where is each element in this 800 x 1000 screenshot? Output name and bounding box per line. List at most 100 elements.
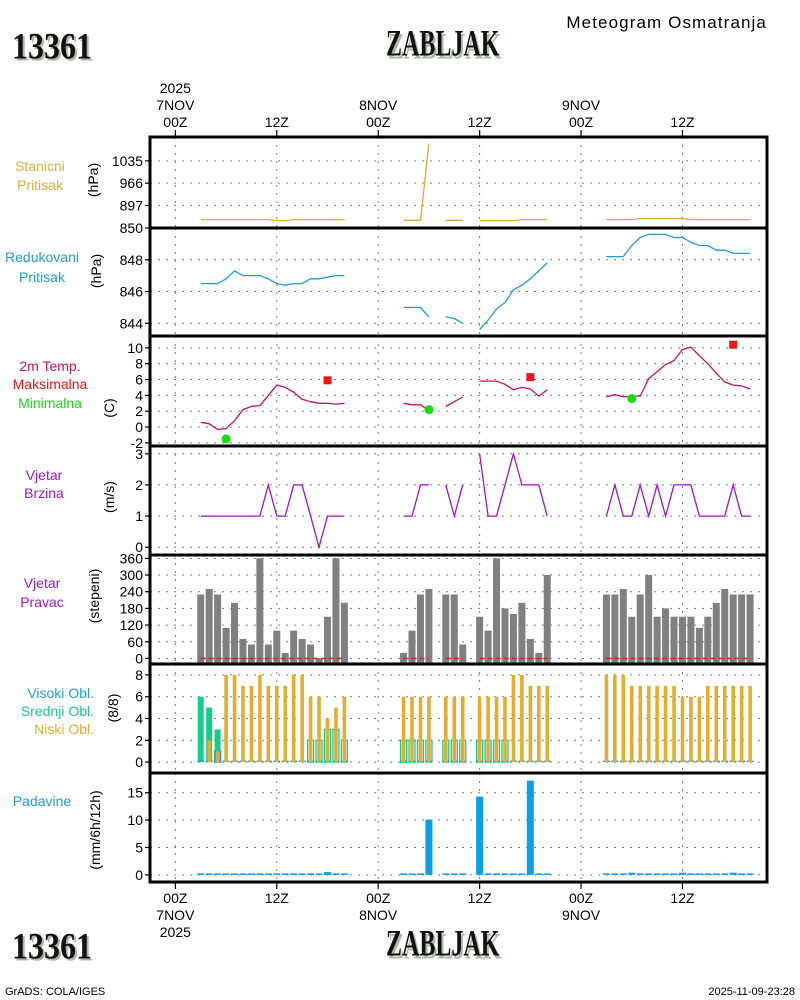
wind-dir-bar xyxy=(619,588,627,664)
wind-dir-bar xyxy=(315,658,323,664)
cloud-low-bar xyxy=(274,685,279,763)
cloud-low-bar xyxy=(308,696,313,763)
panel-station-pressure xyxy=(200,143,751,222)
wind-dir-bar xyxy=(493,558,501,664)
wind-speed-line xyxy=(478,451,548,517)
x-tick-label-top: 12Z xyxy=(670,114,695,130)
y-tick-label: 2 xyxy=(135,403,143,419)
x-tick-label-bottom: 12Z xyxy=(670,890,695,906)
panel-label: 2m Temp. xyxy=(19,358,80,374)
cloud-low-bar xyxy=(520,674,524,763)
x-tick-label-top: 2025 xyxy=(160,80,191,96)
wind-dir-bar xyxy=(543,575,551,664)
reduced-pressure-line xyxy=(606,233,751,258)
precip-bar xyxy=(501,873,509,875)
panel-wind-direction xyxy=(197,558,754,664)
cloud-high-bar xyxy=(197,760,205,763)
x-tick-label-top: 12Z xyxy=(265,114,290,130)
reduced-pressure-line xyxy=(403,306,430,318)
cloud-low-bar xyxy=(663,685,668,763)
wind-dir-bar xyxy=(636,594,644,664)
y-tick-label: 1035 xyxy=(112,153,143,169)
precip-bar xyxy=(476,796,484,875)
cloud-low-bar xyxy=(342,696,347,763)
panel-label: Stanicni xyxy=(15,158,65,174)
precip-bar xyxy=(484,873,492,875)
panel-temperature xyxy=(200,340,751,444)
precip-bar xyxy=(662,873,670,875)
y-tick-label: 0 xyxy=(135,650,143,666)
y-tick-label: -2 xyxy=(131,435,144,451)
cloud-low-bar xyxy=(334,707,338,763)
precip-bar xyxy=(315,873,323,875)
station-pressure-line xyxy=(403,143,430,221)
temperature-line xyxy=(403,402,430,411)
cloud-low-bar xyxy=(401,696,406,763)
precip-bar xyxy=(695,873,703,875)
precip-bar xyxy=(678,872,686,875)
panel-label: Brzina xyxy=(24,485,64,501)
precip-bar xyxy=(746,873,754,875)
wind-dir-bar xyxy=(602,594,610,664)
y-tick-label: 15 xyxy=(127,785,143,801)
wind-dir-bar xyxy=(340,602,348,664)
precip-bar xyxy=(256,873,264,875)
wind-dir-bar xyxy=(247,644,255,664)
wind-dir-bar xyxy=(518,602,526,664)
cloud-low-bar xyxy=(748,685,752,763)
cloud-low-bar xyxy=(427,696,431,763)
cloud-low-bar xyxy=(680,696,685,763)
y-axis-unit-label: (hPa) xyxy=(88,254,104,288)
cloud-low-bar xyxy=(418,696,423,763)
x-tick-label-top: 12Z xyxy=(468,114,493,130)
y-tick-label: 120 xyxy=(120,617,144,633)
wind-dir-bar xyxy=(239,638,247,664)
temp-max-marker xyxy=(526,373,535,382)
precip-bar xyxy=(281,873,289,875)
x-tick-label-top: 7NOV xyxy=(156,97,195,113)
precip-bar xyxy=(416,873,424,875)
wind-dir-bar xyxy=(459,644,467,664)
cloud-low-bar xyxy=(689,696,693,763)
precip-bar xyxy=(619,873,627,875)
station-name: ZABLJAK xyxy=(386,24,500,65)
cloud-mid-bar xyxy=(206,707,213,763)
y-axis-unit-label: (hPa) xyxy=(85,163,101,197)
cloud-low-bar xyxy=(621,674,626,763)
wind-dir-bar xyxy=(526,638,534,664)
x-tick-label-bottom: 00Z xyxy=(569,890,594,906)
wind-dir-bar xyxy=(205,588,213,664)
wind-dir-bar xyxy=(416,594,424,664)
precip-bar xyxy=(729,872,737,875)
cloud-low-bar xyxy=(283,685,288,763)
precip-bar xyxy=(400,873,408,875)
precip-bar xyxy=(408,873,416,875)
cloud-low-bar xyxy=(460,696,465,763)
wind-dir-bar xyxy=(222,627,230,664)
wind-dir-bar xyxy=(509,613,517,664)
panel-label: Niski Obl. xyxy=(34,721,94,737)
precip-bar xyxy=(442,873,450,875)
wind-dir-bar xyxy=(738,594,746,664)
cloud-low-bar xyxy=(241,685,245,763)
x-tick-label-bottom: 00Z xyxy=(366,890,391,906)
cloud-low-bar xyxy=(410,696,414,763)
precip-bar xyxy=(738,873,746,875)
panel-label: Pritisak xyxy=(17,177,64,193)
y-tick-label: 844 xyxy=(120,315,144,331)
temperature-line xyxy=(200,384,345,431)
precip-bar xyxy=(247,873,255,875)
y-axis-unit-label: (stepeni) xyxy=(86,569,102,623)
y-tick-label: 966 xyxy=(120,175,144,191)
y-tick-label: 240 xyxy=(120,584,144,600)
y-tick-label: 10 xyxy=(127,340,143,356)
station-pressure-line xyxy=(200,218,345,222)
panel-label: Pravac xyxy=(20,594,64,610)
precip-bar xyxy=(526,780,534,875)
cloud-mid-bar xyxy=(197,696,204,763)
wind-dir-bar xyxy=(273,630,281,664)
wind-dir-bar xyxy=(695,627,703,664)
wind-dir-bar xyxy=(264,644,272,664)
precip-bar xyxy=(197,873,205,875)
cloud-low-bar xyxy=(291,674,296,763)
